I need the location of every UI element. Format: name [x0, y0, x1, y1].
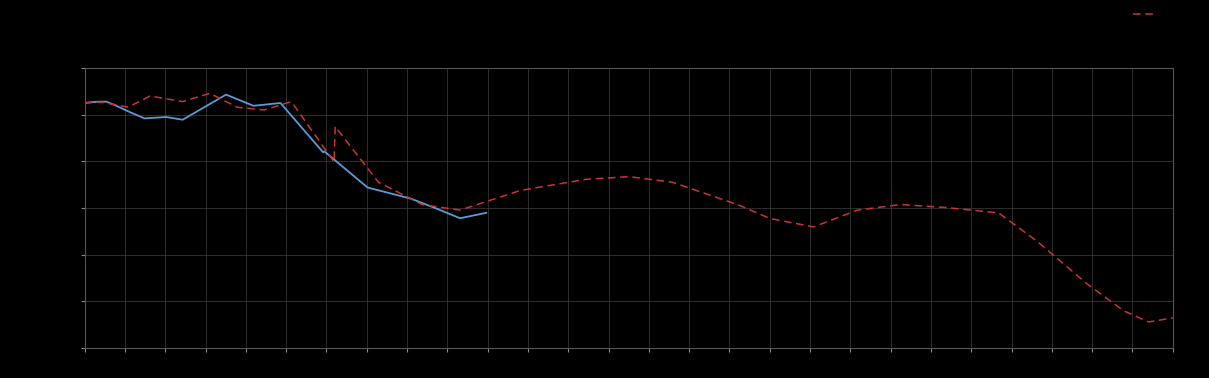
Legend: , : , [1130, 0, 1168, 23]
